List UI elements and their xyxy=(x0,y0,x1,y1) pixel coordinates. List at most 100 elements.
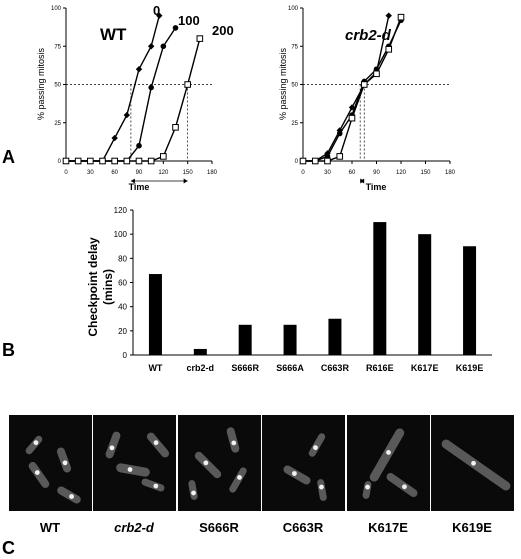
micrograph-label: K619E xyxy=(452,520,492,535)
wt-y-tick-label: 0 xyxy=(58,159,62,165)
wt-point-square xyxy=(196,35,204,42)
crb2-y-tick-label: 50 xyxy=(291,83,298,89)
wt-point-square xyxy=(74,157,82,165)
micrograph-crb2-d xyxy=(92,414,177,512)
wt-point-square xyxy=(87,157,94,165)
bar-category-label: crb2-d xyxy=(187,363,215,373)
bar-chart-axes: 0 20 40 60 80 100 120 WT crb2-d S666R S666A C663R R6… xyxy=(114,206,492,373)
micrograph-S666R xyxy=(177,414,262,512)
wt-point-circle xyxy=(136,142,142,149)
bar-category-label: S666R xyxy=(231,363,259,373)
panel-letter-a: A xyxy=(2,147,15,167)
wt-point-diamond xyxy=(135,66,143,73)
crb2-x-tick-label: 0 xyxy=(301,170,305,176)
crb2-delay-arrowhead-right xyxy=(360,178,365,184)
wt-chart-title: WT xyxy=(100,25,127,44)
crb2-x-tick-label: 150 xyxy=(420,170,431,176)
bar-category-label: S666A xyxy=(276,363,304,373)
wt-point-diamond xyxy=(156,12,163,19)
micrograph-label: K617E xyxy=(368,520,408,535)
wt-point-square xyxy=(172,124,179,131)
crb2-chart-axes: 0 30 60 90 120 150 180 0 25 50 75 100 xyxy=(288,6,456,184)
wt-chart-xlabel: Time xyxy=(129,182,150,192)
wt-point-square xyxy=(123,157,131,165)
wt-x-tick-label: 180 xyxy=(207,170,218,176)
bar-y-tick-label: 0 xyxy=(123,351,128,360)
bar-K617E xyxy=(418,234,432,355)
crb2-point-square xyxy=(385,46,393,53)
bar-K619E xyxy=(463,246,477,355)
crb2-point-diamond xyxy=(385,12,392,19)
crb2-chart: 0 30 60 90 120 150 180 0 25 50 75 100 crb2-d Time %… xyxy=(278,6,456,192)
crb2-chart-title: crb2-d xyxy=(345,27,392,44)
wt-y-tick-label: 100 xyxy=(51,6,62,12)
bar-y-tick-label: 40 xyxy=(118,303,127,312)
micrograph-label: crb2-d xyxy=(114,520,154,535)
bar-y-tick-label: 120 xyxy=(114,206,128,215)
bar-chart-ylabel: Checkpoint delay(mins) xyxy=(86,237,115,337)
crb2-point-diamond xyxy=(348,104,356,111)
wt-series-label-100: 100 xyxy=(178,13,200,28)
wt-x-tick-label: 150 xyxy=(183,170,194,176)
wt-point-square xyxy=(135,157,143,165)
wt-point-square xyxy=(99,157,106,165)
wt-chart-axes: 0 30 60 90 120 150 180 0 25 50 75 100 xyxy=(51,6,218,184)
wt-point-diamond xyxy=(123,111,131,119)
crb2-y-tick-label: 75 xyxy=(291,44,298,50)
bar-S666A xyxy=(283,324,297,355)
micrograph-label: S666R xyxy=(199,520,239,535)
checkpoint-bar-chart: 0 20 40 60 80 100 120 WT crb2-d S666R S666A C663R R6… xyxy=(86,206,492,373)
bar-category-label: K619E xyxy=(456,363,484,373)
wt-point-square xyxy=(111,157,118,165)
crb2-point-square xyxy=(299,157,307,165)
wt-point-circle xyxy=(148,84,154,91)
bar-y-tick-label: 20 xyxy=(118,327,127,336)
wt-x-tick-label: 30 xyxy=(87,170,94,176)
bar-category-label: K617E xyxy=(411,363,439,373)
wt-point-circle xyxy=(160,43,167,50)
wt-point-square xyxy=(62,157,70,165)
wt-chart-ylabel: % passing mitosis xyxy=(36,47,46,120)
bar-category-label: R616E xyxy=(366,363,394,373)
wt-series-label-200: 200 xyxy=(212,23,234,38)
wt-series-line-200 xyxy=(66,38,201,162)
bar-y-tick-label: 60 xyxy=(118,279,127,288)
wt-delay-arrowhead-right xyxy=(183,178,188,184)
crb2-point-square xyxy=(397,13,405,21)
wt-delay-arrowhead-left xyxy=(130,178,135,184)
micrograph-label: WT xyxy=(39,520,61,535)
crb2-x-tick-label: 90 xyxy=(373,170,380,176)
crb2-point-square xyxy=(336,153,344,160)
bar-category-label: C663R xyxy=(321,363,350,373)
crb2-point-square xyxy=(324,157,331,165)
crb2-point-square xyxy=(360,81,368,88)
crb2-point-square xyxy=(311,157,319,165)
wt-point-square xyxy=(160,153,167,160)
crb2-point-square xyxy=(373,70,380,78)
wt-x-tick-label: 120 xyxy=(158,170,169,176)
crb2-point-square xyxy=(348,114,356,122)
bar-y-tick-label: 100 xyxy=(114,230,128,239)
wt-point-diamond xyxy=(111,134,118,142)
crb2-chart-ylabel: % passing mitosis xyxy=(278,47,288,120)
bar-C663R xyxy=(328,318,342,355)
crb2-x-tick-label: 120 xyxy=(396,170,407,176)
wt-point-diamond xyxy=(147,43,155,50)
bar-WT xyxy=(148,274,162,355)
crb2-point-circle xyxy=(336,130,343,137)
crb2-y-tick-label: 25 xyxy=(291,121,298,127)
wt-x-tick-label: 90 xyxy=(136,170,143,176)
micrograph-C663R xyxy=(261,414,346,512)
wt-x-tick-label: 60 xyxy=(111,170,118,176)
crb2-y-tick-label: 0 xyxy=(295,159,299,165)
bar-crb2-d xyxy=(193,348,207,355)
wt-y-tick-label: 50 xyxy=(54,83,61,89)
crb2-x-tick-label: 180 xyxy=(445,170,456,176)
wt-chart: 0 30 60 90 120 150 180 0 25 50 75 100 WT Time % pas… xyxy=(36,3,234,192)
micrograph-K617E xyxy=(346,414,431,512)
micrograph-row xyxy=(8,414,515,512)
wt-y-tick-label: 25 xyxy=(54,121,61,127)
micrograph-label: C663R xyxy=(282,520,324,535)
panel-letter-c: C xyxy=(2,538,15,558)
wt-point-square xyxy=(184,81,191,88)
